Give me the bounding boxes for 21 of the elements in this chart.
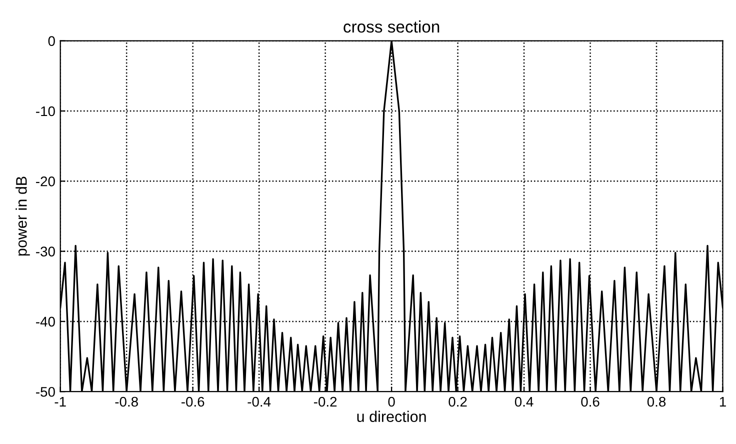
x-tick-label: -0.6 xyxy=(181,396,204,407)
x-tick-label: 0.8 xyxy=(647,396,666,407)
y-tick-label: 0 xyxy=(48,36,55,46)
y-axis-title: power in dB xyxy=(16,176,30,256)
x-tick-label: -0.2 xyxy=(314,396,337,407)
line-series xyxy=(60,40,723,392)
x-tick-label: 0 xyxy=(388,396,395,407)
chart-title: cross section xyxy=(344,20,440,33)
y-tick-label: -10 xyxy=(36,106,55,116)
x-axis-title: u direction xyxy=(357,410,426,422)
y-tick-label: -50 xyxy=(36,386,55,397)
x-tick-label: 0.6 xyxy=(581,396,600,407)
x-tick-label: -0.8 xyxy=(115,396,138,407)
x-tick-label: 1 xyxy=(720,396,726,407)
y-tick-label: -20 xyxy=(36,176,55,186)
y-tick-label: -40 xyxy=(36,316,55,327)
y-tick-label: -30 xyxy=(36,246,55,256)
x-tick-label: 0.2 xyxy=(448,396,467,407)
x-tick-label: -0.4 xyxy=(248,396,271,407)
x-tick-label: -1 xyxy=(54,396,66,407)
x-tick-label: 0.4 xyxy=(514,396,534,407)
